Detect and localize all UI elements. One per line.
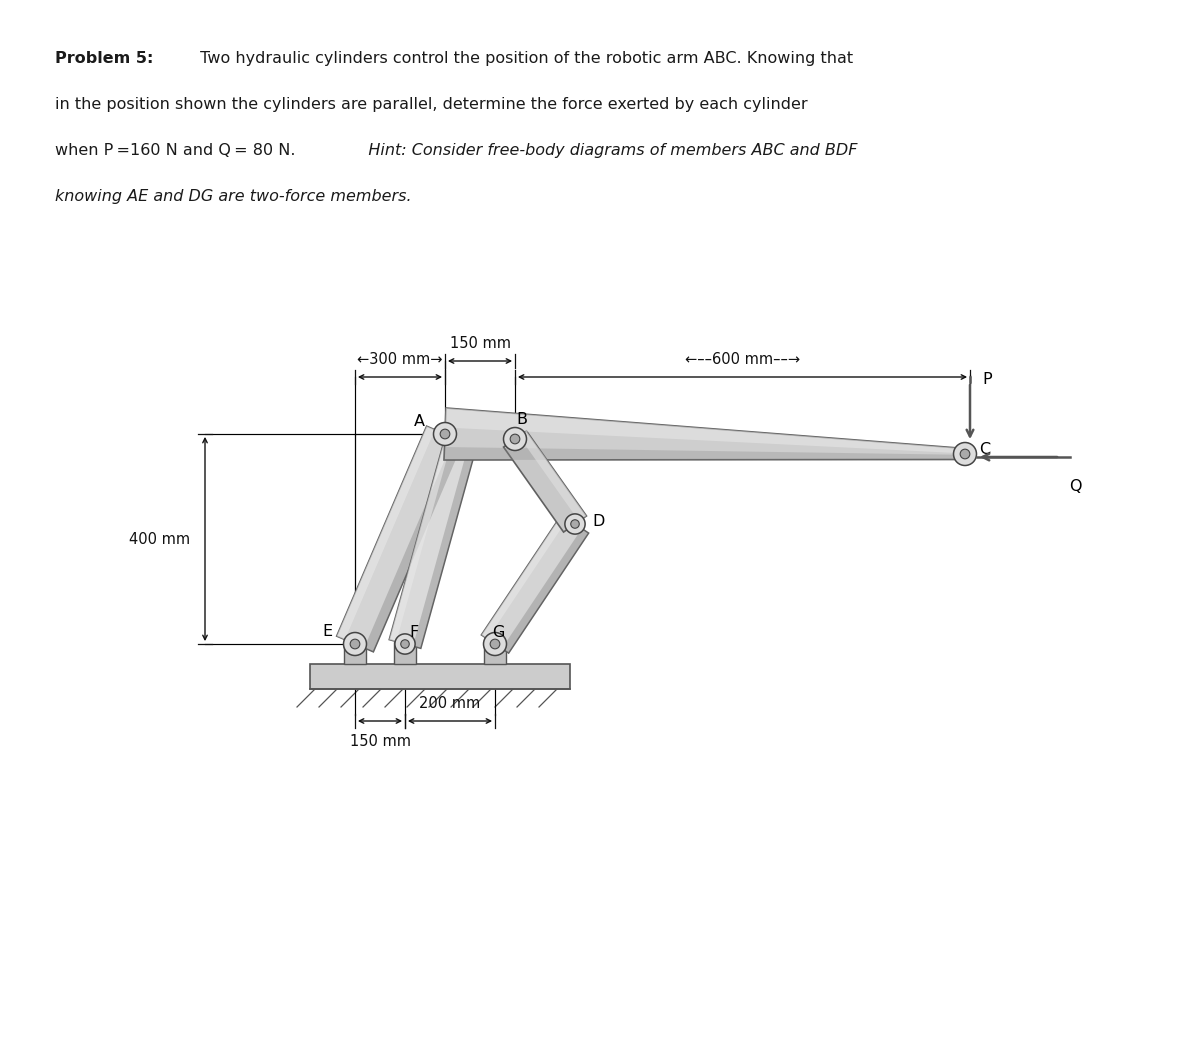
Polygon shape bbox=[481, 515, 568, 639]
Text: P: P bbox=[982, 372, 991, 387]
Bar bbox=[484, 642, 506, 664]
Circle shape bbox=[350, 639, 360, 649]
Polygon shape bbox=[389, 430, 479, 648]
Text: E: E bbox=[323, 624, 332, 639]
Text: 150 mm: 150 mm bbox=[350, 734, 410, 749]
Bar bbox=[394, 642, 416, 664]
Text: Hint: Consider free-body diagrams of members ABC and BDF: Hint: Consider free-body diagrams of mem… bbox=[360, 143, 858, 158]
Text: A: A bbox=[414, 414, 425, 429]
Text: ←––600 mm––→: ←––600 mm––→ bbox=[685, 352, 800, 367]
Circle shape bbox=[960, 449, 970, 458]
Text: Problem 5:: Problem 5: bbox=[55, 51, 154, 66]
Text: D: D bbox=[592, 514, 605, 530]
Polygon shape bbox=[444, 408, 965, 459]
Polygon shape bbox=[481, 515, 589, 654]
Text: Q: Q bbox=[1069, 479, 1081, 494]
Circle shape bbox=[440, 429, 450, 438]
Text: F: F bbox=[409, 625, 419, 640]
Polygon shape bbox=[337, 426, 463, 651]
Text: in the position shown the cylinders are parallel, determine the force exerted by: in the position shown the cylinders are … bbox=[55, 97, 808, 112]
Polygon shape bbox=[337, 426, 434, 640]
Text: knowing AE and DG are two-force members.: knowing AE and DG are two-force members. bbox=[55, 189, 412, 204]
Polygon shape bbox=[445, 408, 965, 453]
Polygon shape bbox=[364, 437, 463, 651]
Circle shape bbox=[490, 639, 500, 649]
Text: when P =160 N and Q = 80 N.: when P =160 N and Q = 80 N. bbox=[55, 143, 295, 158]
Bar bbox=[344, 642, 366, 664]
Text: B: B bbox=[516, 412, 527, 427]
Text: Two hydraulic cylinders control the position of the robotic arm ABC. Knowing tha: Two hydraulic cylinders control the posi… bbox=[194, 51, 853, 66]
Text: 400 mm: 400 mm bbox=[128, 532, 190, 547]
Text: 150 mm: 150 mm bbox=[450, 336, 510, 351]
Polygon shape bbox=[444, 447, 965, 459]
Circle shape bbox=[571, 519, 580, 529]
Polygon shape bbox=[520, 431, 587, 521]
Circle shape bbox=[343, 633, 366, 656]
Polygon shape bbox=[502, 529, 589, 654]
Circle shape bbox=[401, 640, 409, 648]
Circle shape bbox=[504, 428, 527, 450]
Text: G: G bbox=[492, 625, 504, 640]
Circle shape bbox=[565, 514, 586, 534]
Polygon shape bbox=[504, 431, 587, 532]
Circle shape bbox=[510, 434, 520, 444]
Text: ←300 mm→: ←300 mm→ bbox=[358, 352, 443, 367]
Circle shape bbox=[433, 423, 456, 446]
Circle shape bbox=[954, 443, 977, 466]
Text: C: C bbox=[979, 442, 990, 456]
Circle shape bbox=[484, 633, 506, 656]
Polygon shape bbox=[389, 430, 455, 642]
Bar bbox=[310, 664, 570, 689]
Polygon shape bbox=[413, 436, 479, 648]
Circle shape bbox=[395, 634, 415, 655]
Text: 200 mm: 200 mm bbox=[419, 695, 481, 711]
